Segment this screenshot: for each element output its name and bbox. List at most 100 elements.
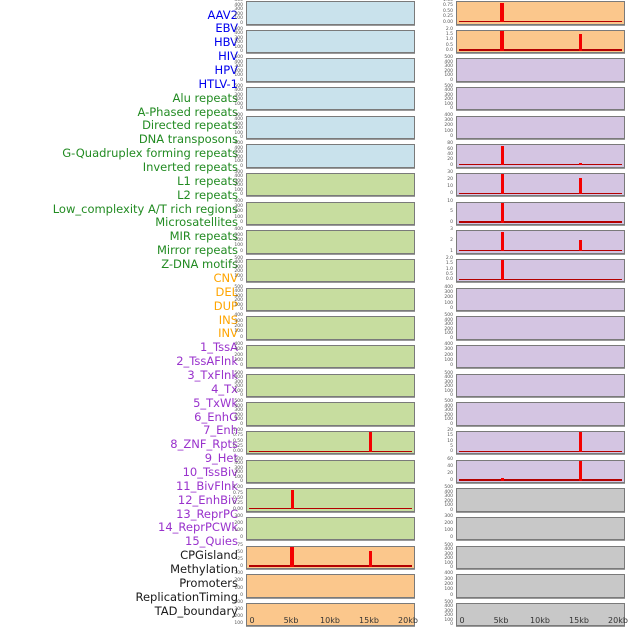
y-tick-label: 400 [234, 198, 243, 204]
plot-area [456, 316, 625, 340]
y-tick-label: 0 [450, 191, 453, 197]
signal-spike-15kb [578, 162, 582, 166]
y-tick-label: 400 [234, 403, 243, 409]
track-label-HPV: HPV [214, 63, 238, 78]
track-label-Inverted repeats: Inverted repeats [142, 160, 238, 175]
y-axis-ticks: 400 300 200 100 0 [219, 228, 243, 254]
y-tick-label: 0.00 [442, 19, 453, 25]
y-tick-label: 0.75 [442, 3, 453, 9]
y-tick-label: 0.50 [232, 495, 243, 501]
y-tick-label: 300 [234, 264, 243, 270]
y-tick-label: 200 [444, 521, 453, 527]
y-tick-label: 200 [234, 352, 243, 358]
track-panel-HTLV-1: 500 400 300 200 100 0 [234, 142, 415, 168]
y-tick-label: 100 [444, 388, 453, 394]
y-axis-ticks: 400 300 200 100 0 [219, 198, 243, 226]
y-tick-label: 200 [234, 183, 243, 189]
y-tick-label: 500 [444, 542, 453, 548]
y-tick-label: 200 [234, 238, 243, 244]
y-tick-label: 0 [240, 307, 243, 313]
y-tick-label: 100 [444, 528, 453, 534]
x-tick-label-10kb: 10kb [530, 615, 550, 625]
track-label-Microsatellites: Microsatellites [155, 215, 238, 230]
y-tick-label: 0 [450, 134, 453, 140]
y-axis-ticks: 60 40 20 0 [429, 457, 453, 484]
y-tick-label: 200 [444, 326, 453, 332]
y-tick-label: 0 [240, 192, 243, 198]
y-tick-label: 400 [234, 289, 243, 295]
y-tick-label: 400 [234, 461, 243, 467]
plot-area [246, 230, 415, 254]
track-label-4_Tx: 4_Tx [211, 381, 238, 396]
y-tick-label: 200 [234, 40, 243, 46]
y-tick-label: 20 [447, 470, 453, 476]
y-tick-label: 500 [234, 456, 243, 462]
track-label-ReplicationTiming: ReplicationTiming [135, 589, 239, 604]
track-panel-INS: 1.00 0.75 0.50 0.25 0.00 [443, 0, 625, 25]
y-tick-label: 0 [240, 334, 243, 340]
y-tick-label: 400 [234, 117, 243, 123]
track-label-8_ZNF_Rpts: 8_ZNF_Rpts [170, 437, 238, 452]
y-axis-ticks: 500 400 300 200 100 0 [219, 371, 243, 399]
track-panel-Methylation: 300 200 100 0 [444, 514, 625, 541]
plot-area [456, 144, 625, 168]
signal-spike-15kb [578, 178, 582, 194]
y-tick-label: 100 [444, 73, 453, 79]
y-axis-ticks: 300 200 100 0 [429, 513, 453, 541]
y-tick-label: 400 [444, 88, 453, 94]
track-label-EBV: EBV [215, 21, 238, 36]
y-axis-ticks: 500 400 300 200 100 0 [219, 456, 243, 484]
y-tick-label: 200 [234, 68, 243, 74]
y-tick-label: 75 [237, 542, 243, 548]
y-tick-label: 0 [450, 220, 453, 226]
signal-baseline [459, 20, 622, 22]
track-panel-EBV: 500 400 300 200 100 0 [234, 27, 415, 54]
y-tick-label: 0 [450, 393, 453, 399]
y-tick-label: 400 [444, 341, 453, 347]
track-label-Promoters: Promoters [179, 575, 238, 590]
plot-area [246, 402, 415, 426]
track-panel-HPV: 500 400 300 200 100 0 [234, 113, 415, 140]
plot-area [456, 115, 625, 140]
y-tick-label: 0 [450, 363, 453, 369]
y-tick-label: 0 [240, 49, 243, 55]
signal-baseline [249, 565, 412, 567]
track-panel-G-Quadruplex forming repeats: 500 400 300 200 100 0 [234, 285, 415, 312]
track-label-AAV2: AAV2 [207, 7, 238, 22]
y-tick-label: 100 [234, 585, 243, 591]
signal-baseline [459, 49, 622, 51]
x-axis-right: 0 5kb 10kb 15kb 20kb [456, 615, 628, 628]
track-label-15_Quies: 15_Quies [185, 534, 238, 549]
y-axis-ticks: 500 400 300 200 100 0 [219, 142, 243, 169]
plot-area [246, 488, 415, 512]
y-tick-label: 20 [447, 177, 453, 183]
y-tick-label: 5 [450, 209, 453, 215]
y-tick-label: 500 [444, 313, 453, 319]
track-label-3_TxFlnk: 3_TxFlnk [187, 367, 238, 382]
y-tick-label: 300 [234, 178, 243, 184]
track-panel-13_ReprPC: 500 400 300 200 100 0 [444, 400, 625, 426]
x-tick-label-0: 0 [459, 615, 465, 625]
y-tick-label: 100 [234, 329, 243, 335]
y-tick-label: 300 [444, 118, 453, 123]
y-tick-label: 100 [234, 101, 243, 107]
y-tick-label: 400 [234, 341, 243, 347]
x-tick-label-20kb: 20kb [608, 615, 628, 625]
y-tick-label: 0.5 [445, 272, 453, 278]
y-tick-label: 0 [450, 449, 453, 455]
y-tick-label: 300 [444, 513, 453, 519]
y-tick-label: 0 [450, 622, 453, 628]
y-tick-label: 500 [234, 26, 243, 32]
x-tick-label-5kb: 5kb [283, 615, 299, 625]
y-tick-label: 0 [240, 535, 243, 541]
y-tick-label: 400 [234, 174, 243, 180]
y-tick-label: 300 [444, 408, 453, 414]
track-panel-8_ZNF_Rpts: 2.0 1.5 1.0 0.5 0.0 [446, 256, 625, 283]
plot-area [246, 172, 415, 197]
y-axis-ticks: 500 400 300 200 100 0 [219, 256, 243, 283]
plot-area [246, 1, 415, 25]
y-tick-label: 100 [234, 159, 243, 165]
signal-spike-15kb [368, 550, 372, 567]
y-tick-label: 0 [240, 393, 243, 399]
y-axis-ticks: 400 300 200 100 0 [429, 572, 453, 598]
